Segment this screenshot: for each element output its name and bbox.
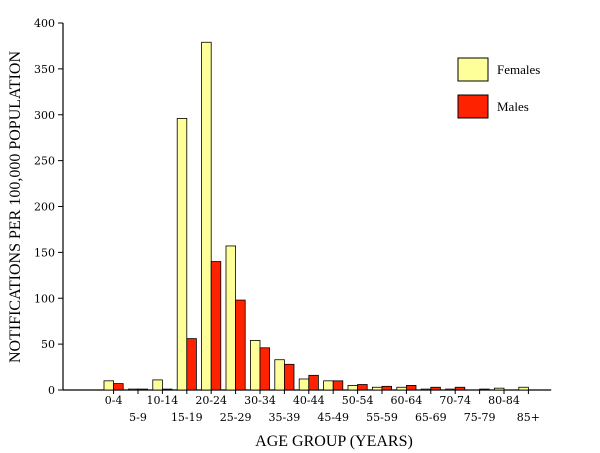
x-tick-label: 85+ (517, 411, 540, 424)
bar-females-20-24 (201, 41, 212, 391)
y-tick-label: 300 (34, 109, 55, 122)
legend-label-males: Males (497, 99, 529, 114)
bar-males-40-44 (308, 374, 319, 391)
bar-females-60-64 (396, 386, 407, 391)
legend-label-females: Females (497, 62, 540, 77)
bar-females-80-84 (493, 387, 505, 391)
bar-males-20-24 (210, 261, 222, 391)
x-tick-label: 50-54 (342, 394, 374, 407)
y-tick-label: 0 (48, 384, 55, 397)
bar-females-25-29 (225, 245, 237, 391)
bar-females-50-54 (347, 385, 359, 391)
legend: Females Males (457, 57, 540, 119)
x-tick-label: 35-39 (269, 411, 301, 424)
bar-males-25-29 (235, 299, 246, 391)
bar-females-85+ (518, 386, 529, 391)
bar-males-50-54 (357, 384, 368, 391)
x-tick-label: 55-59 (366, 411, 398, 424)
x-tick-label: 15-19 (171, 411, 203, 424)
x-tick-label: 40-44 (293, 394, 325, 407)
y-axis-title: NOTIFICATIONS PER 100,000 POPULATION (7, 51, 24, 363)
x-tick-label: 0-4 (105, 394, 123, 407)
bar-males-0-4 (113, 383, 124, 391)
bar-males-10-14 (161, 388, 173, 391)
y-tick-label: 200 (34, 201, 55, 214)
legend-swatch-females (457, 57, 489, 82)
bar-males-55-59 (381, 385, 393, 391)
bar-females-65-69 (420, 388, 432, 391)
x-tick-label: 80-84 (488, 394, 520, 407)
y-tick-label: 250 (34, 155, 55, 168)
bar-females-55-59 (371, 386, 383, 391)
x-tick-label: 75-79 (464, 411, 496, 424)
x-tick-label: 45-49 (317, 411, 349, 424)
bar-males-65-69 (430, 386, 441, 391)
x-tick-label: 30-34 (244, 394, 276, 407)
bar-females-45-49 (323, 380, 334, 391)
bar-females-40-44 (298, 378, 310, 391)
x-axis-title: AGE GROUP (YEARS) (255, 433, 413, 450)
bar-males-35-39 (283, 363, 295, 391)
y-tick-label: 100 (34, 292, 55, 305)
y-tick-label: 400 (34, 17, 55, 30)
bar-females-15-19 (176, 118, 188, 391)
plot-area: 0 50 100 150 200 250 300 350 400 0-4 5-910-14 15-19… (34, 17, 552, 424)
x-tick-label: 20-24 (195, 394, 227, 407)
bar-females-35-39 (274, 359, 285, 391)
bar-males-45-49 (332, 380, 344, 391)
bar-females-10-14 (152, 379, 163, 391)
x-tick-label: 65-69 (415, 411, 447, 424)
x-tick-label: 25-29 (220, 411, 252, 424)
bar-males-15-19 (186, 338, 197, 391)
x-tick-label: 5-9 (129, 411, 147, 424)
y-tick-label: 150 (34, 246, 55, 259)
x-tick-label: 10-14 (147, 394, 179, 407)
bar-females-30-34 (249, 340, 261, 391)
bar-males-60-64 (405, 385, 417, 391)
x-tick-label: 70-74 (439, 394, 471, 407)
legend-swatch-males (457, 94, 489, 119)
bar-males-75-79 (479, 388, 490, 391)
bar-females-70-74 (445, 388, 456, 391)
y-tick-label: 50 (41, 338, 55, 351)
y-tick-label: 350 (34, 63, 55, 76)
bar-females-0-4 (103, 380, 115, 391)
bar-males-70-74 (454, 386, 466, 391)
bar-females-5-9 (127, 388, 139, 391)
x-tick-label: 60-64 (391, 394, 423, 407)
bar-males-5-9 (137, 388, 149, 391)
bar-males-30-34 (259, 347, 271, 391)
